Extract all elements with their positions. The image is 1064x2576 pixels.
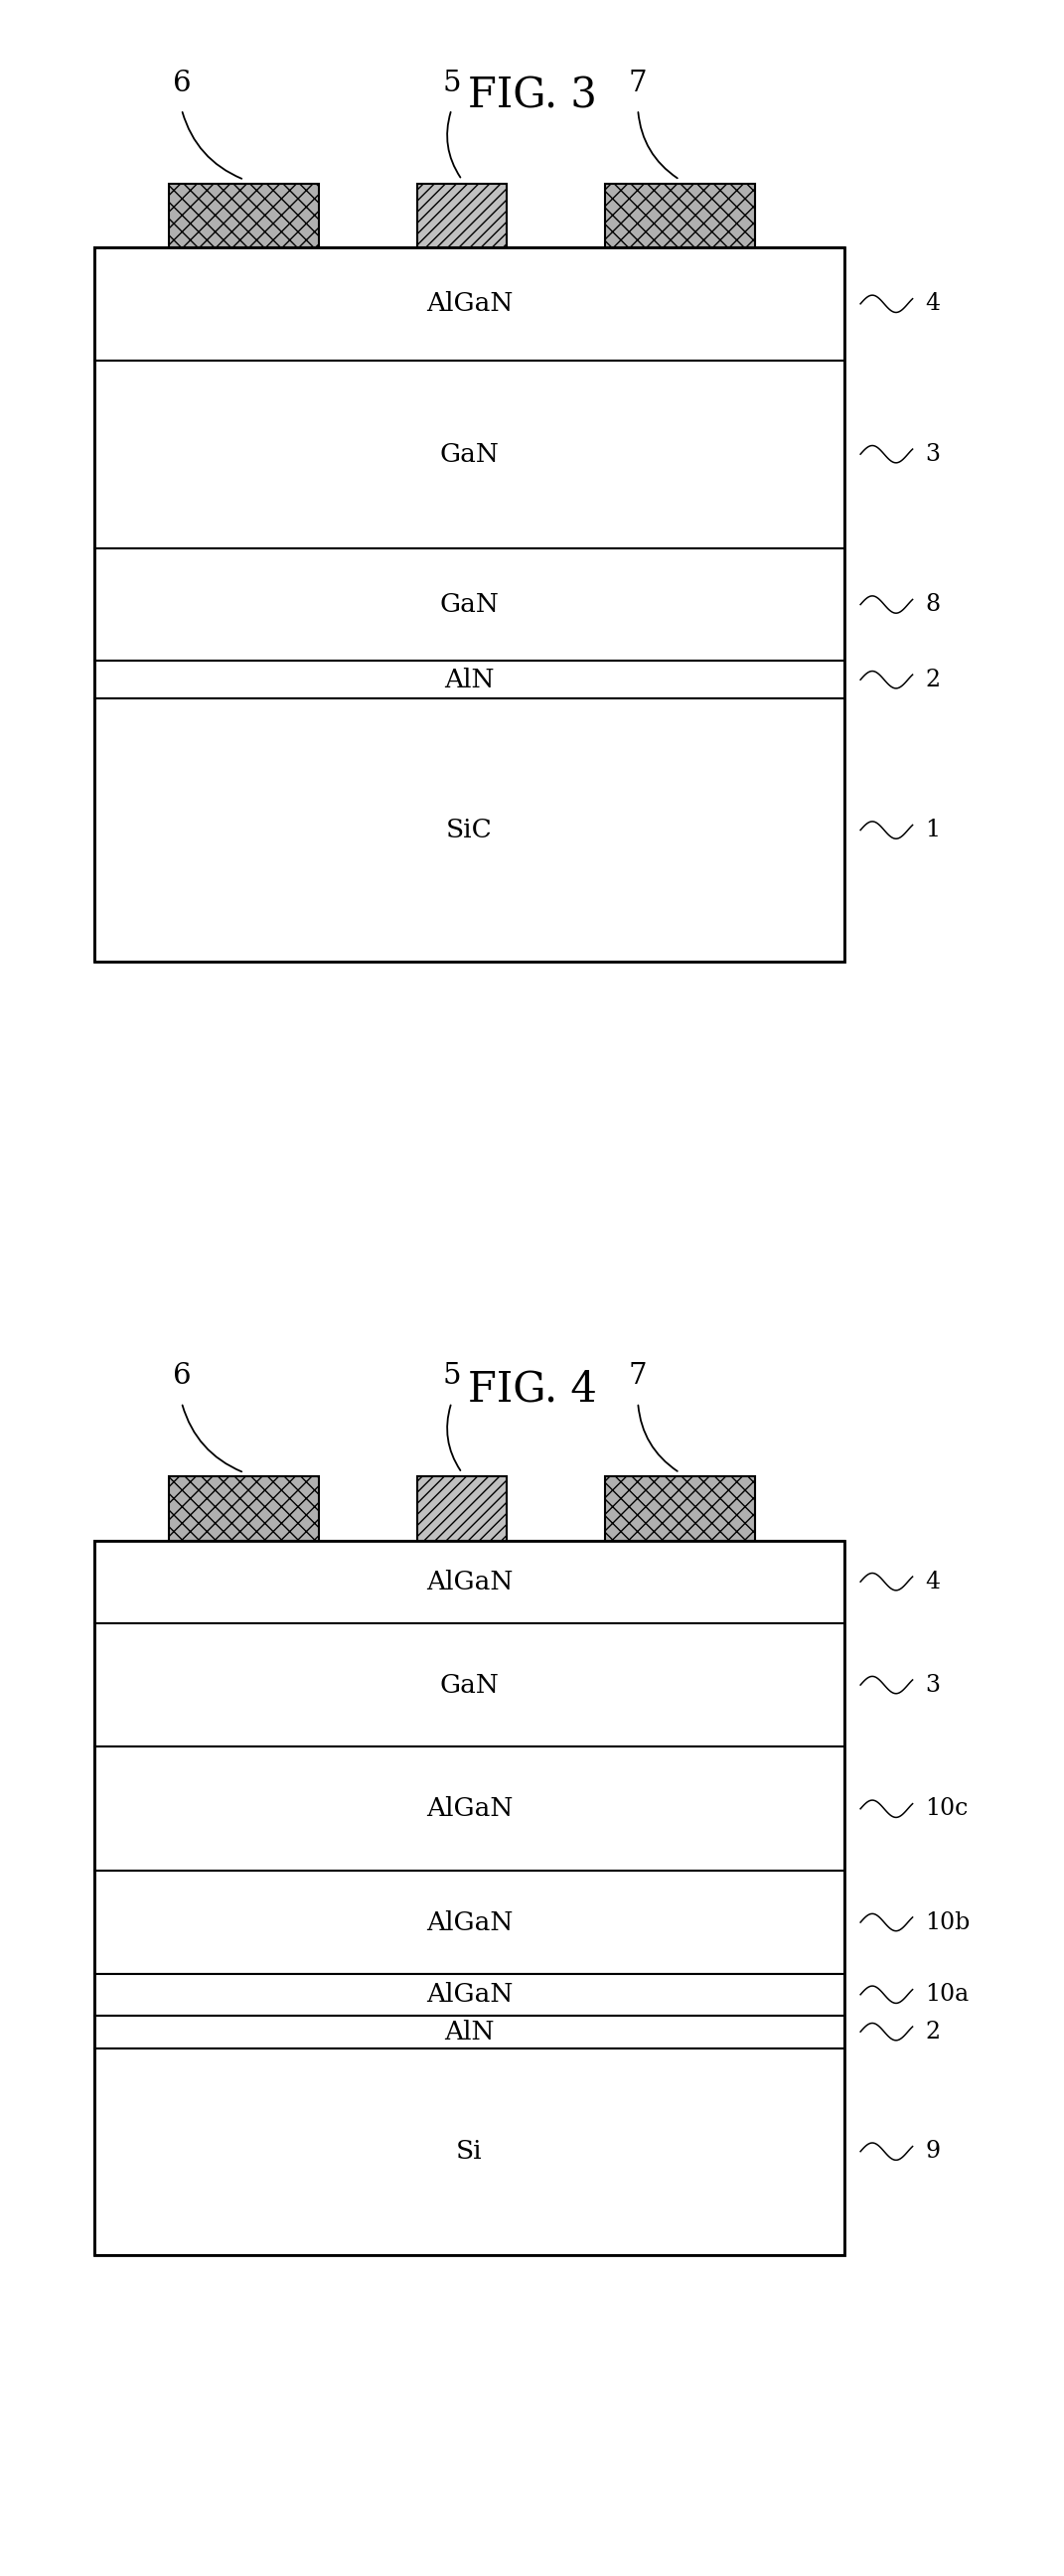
- Text: 3: 3: [925, 443, 940, 466]
- Text: 5: 5: [443, 70, 461, 98]
- Text: AlN: AlN: [445, 2020, 495, 2045]
- Text: SiC: SiC: [446, 817, 493, 842]
- Text: 10c: 10c: [925, 1798, 968, 1821]
- Text: 10a: 10a: [925, 1984, 969, 2007]
- Text: 3: 3: [925, 1674, 940, 1698]
- Bar: [94, 1870, 845, 1973]
- Text: 1: 1: [925, 819, 941, 842]
- Text: 4: 4: [925, 294, 941, 314]
- Bar: [94, 2014, 845, 2048]
- Text: 10b: 10b: [925, 1911, 970, 1935]
- Text: 6: 6: [172, 1363, 190, 1391]
- Text: 4: 4: [925, 1571, 941, 1592]
- Text: AlN: AlN: [445, 667, 495, 693]
- Bar: [94, 1623, 845, 1747]
- Bar: [94, 247, 845, 961]
- Text: 2: 2: [925, 2020, 941, 2043]
- Text: AlGaN: AlGaN: [426, 1795, 513, 1821]
- Bar: [94, 1747, 845, 1870]
- Text: GaN: GaN: [439, 592, 499, 618]
- Text: Si: Si: [456, 2138, 483, 2164]
- Bar: [94, 361, 845, 549]
- Bar: [94, 1540, 845, 1623]
- Bar: [417, 1476, 506, 1540]
- Bar: [604, 1476, 754, 1540]
- Bar: [94, 1973, 845, 2014]
- Text: AlGaN: AlGaN: [426, 1981, 513, 2007]
- Bar: [169, 183, 319, 247]
- Bar: [604, 183, 754, 247]
- Text: 8: 8: [925, 592, 941, 616]
- Text: 2: 2: [925, 667, 941, 690]
- Bar: [169, 1476, 319, 1540]
- Text: AlGaN: AlGaN: [426, 1909, 513, 1935]
- Bar: [94, 662, 845, 698]
- Text: 7: 7: [629, 70, 647, 98]
- Text: GaN: GaN: [439, 440, 499, 466]
- Text: GaN: GaN: [439, 1672, 499, 1698]
- Text: 5: 5: [443, 1363, 461, 1391]
- Bar: [94, 2048, 845, 2254]
- Bar: [417, 183, 506, 247]
- Text: 6: 6: [172, 70, 190, 98]
- Text: AlGaN: AlGaN: [426, 291, 513, 317]
- Text: AlGaN: AlGaN: [426, 1569, 513, 1595]
- Bar: [94, 549, 845, 662]
- Bar: [94, 1540, 845, 2254]
- Text: FIG. 3: FIG. 3: [467, 75, 597, 116]
- Text: FIG. 4: FIG. 4: [467, 1368, 597, 1409]
- Text: 9: 9: [925, 2141, 941, 2164]
- Bar: [94, 698, 845, 961]
- Bar: [94, 247, 845, 361]
- Text: 7: 7: [629, 1363, 647, 1391]
